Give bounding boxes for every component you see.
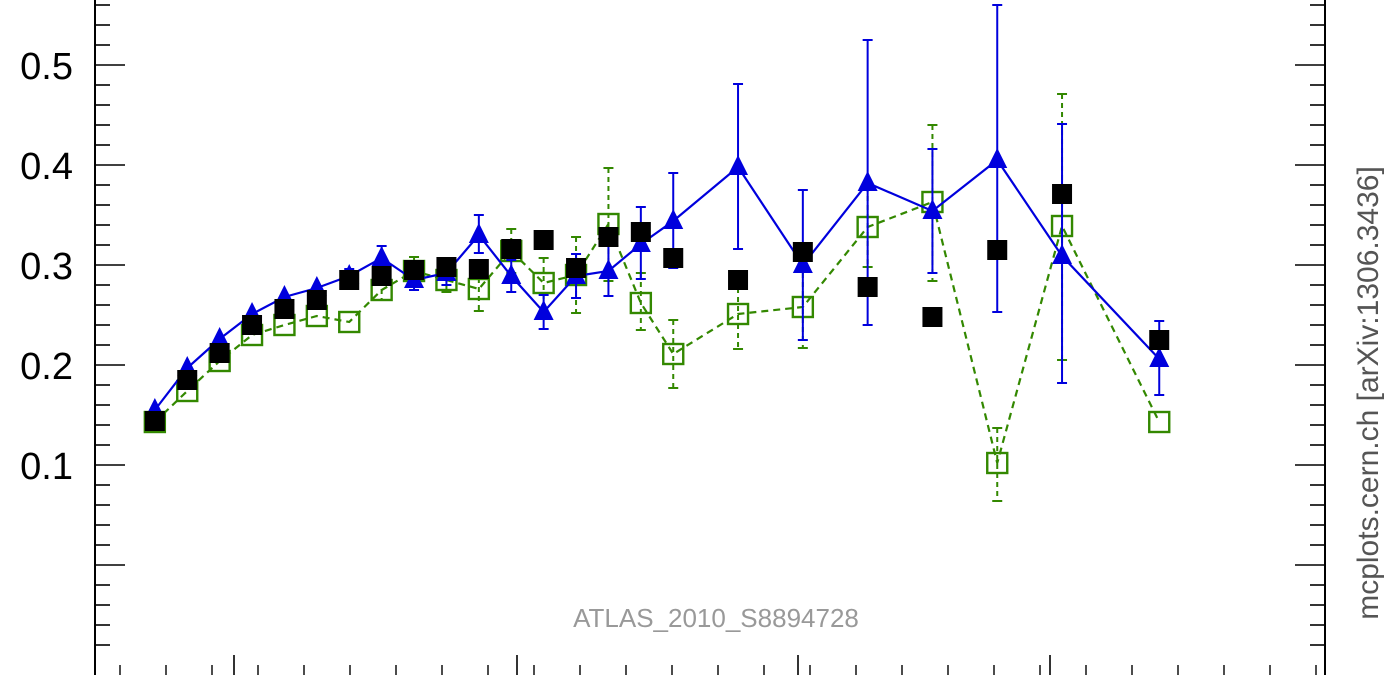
series-filled-square (144, 184, 1170, 431)
y-tick-label: 0.5 (20, 46, 73, 88)
data-point (1149, 330, 1170, 350)
data-point (1149, 347, 1170, 367)
data-point (857, 171, 878, 191)
data-point (726, 302, 750, 326)
x-axis (119, 655, 1317, 675)
data-point (1052, 244, 1073, 264)
data-point (371, 246, 392, 266)
data-point (339, 270, 360, 290)
data-point (728, 155, 749, 175)
data-point (467, 277, 491, 301)
data-point (533, 300, 554, 320)
data-point (629, 291, 653, 315)
data-point (1052, 184, 1073, 204)
data-point (468, 223, 489, 243)
data-point (662, 342, 685, 366)
watermark: ATLAS_2010_S8894728 (573, 603, 859, 633)
y-tick-label: 0.3 (20, 246, 73, 288)
data-point (566, 258, 587, 278)
data-point (274, 299, 295, 319)
data-point (728, 270, 749, 290)
data-point (177, 370, 198, 390)
series-line (153, 158, 1161, 411)
data-point (986, 451, 1009, 475)
y-axis: 0.1 0.2 0.3 0.4 0.5 (20, 4, 1325, 646)
data-point (598, 259, 619, 279)
data-point (532, 271, 555, 295)
series-open-square (143, 93, 1171, 502)
data-point (987, 148, 1008, 168)
data-point (663, 209, 684, 229)
data-point (209, 343, 230, 363)
data-point (857, 277, 878, 297)
data-point (663, 248, 684, 268)
data-point (306, 290, 327, 310)
data-point (404, 260, 425, 280)
data-point (533, 230, 554, 250)
data-point (922, 199, 943, 219)
data-point (598, 227, 619, 247)
series-filled-triangle (144, 4, 1170, 418)
data-point (630, 222, 651, 242)
data-point (987, 240, 1008, 260)
plot-frame (94, 0, 1326, 675)
data-point (468, 259, 489, 279)
data-point (1148, 410, 1171, 434)
data-point (501, 264, 522, 284)
data-point (922, 307, 943, 327)
data-point (338, 310, 361, 334)
y-tick-label: 0.2 (20, 346, 73, 388)
data-point (242, 315, 263, 335)
data-point (371, 266, 392, 286)
data-point (792, 253, 813, 273)
data-point (436, 257, 457, 277)
data-point (792, 242, 813, 262)
y-tick-label: 0.1 (20, 446, 73, 488)
series-line (154, 200, 1161, 468)
y-tick-label: 0.4 (20, 146, 73, 188)
data-point (501, 239, 522, 259)
side-label: mcplots.cern.ch [arXiv:1306.3436] (1352, 166, 1385, 620)
data-point (209, 327, 230, 347)
data-point (144, 411, 165, 431)
